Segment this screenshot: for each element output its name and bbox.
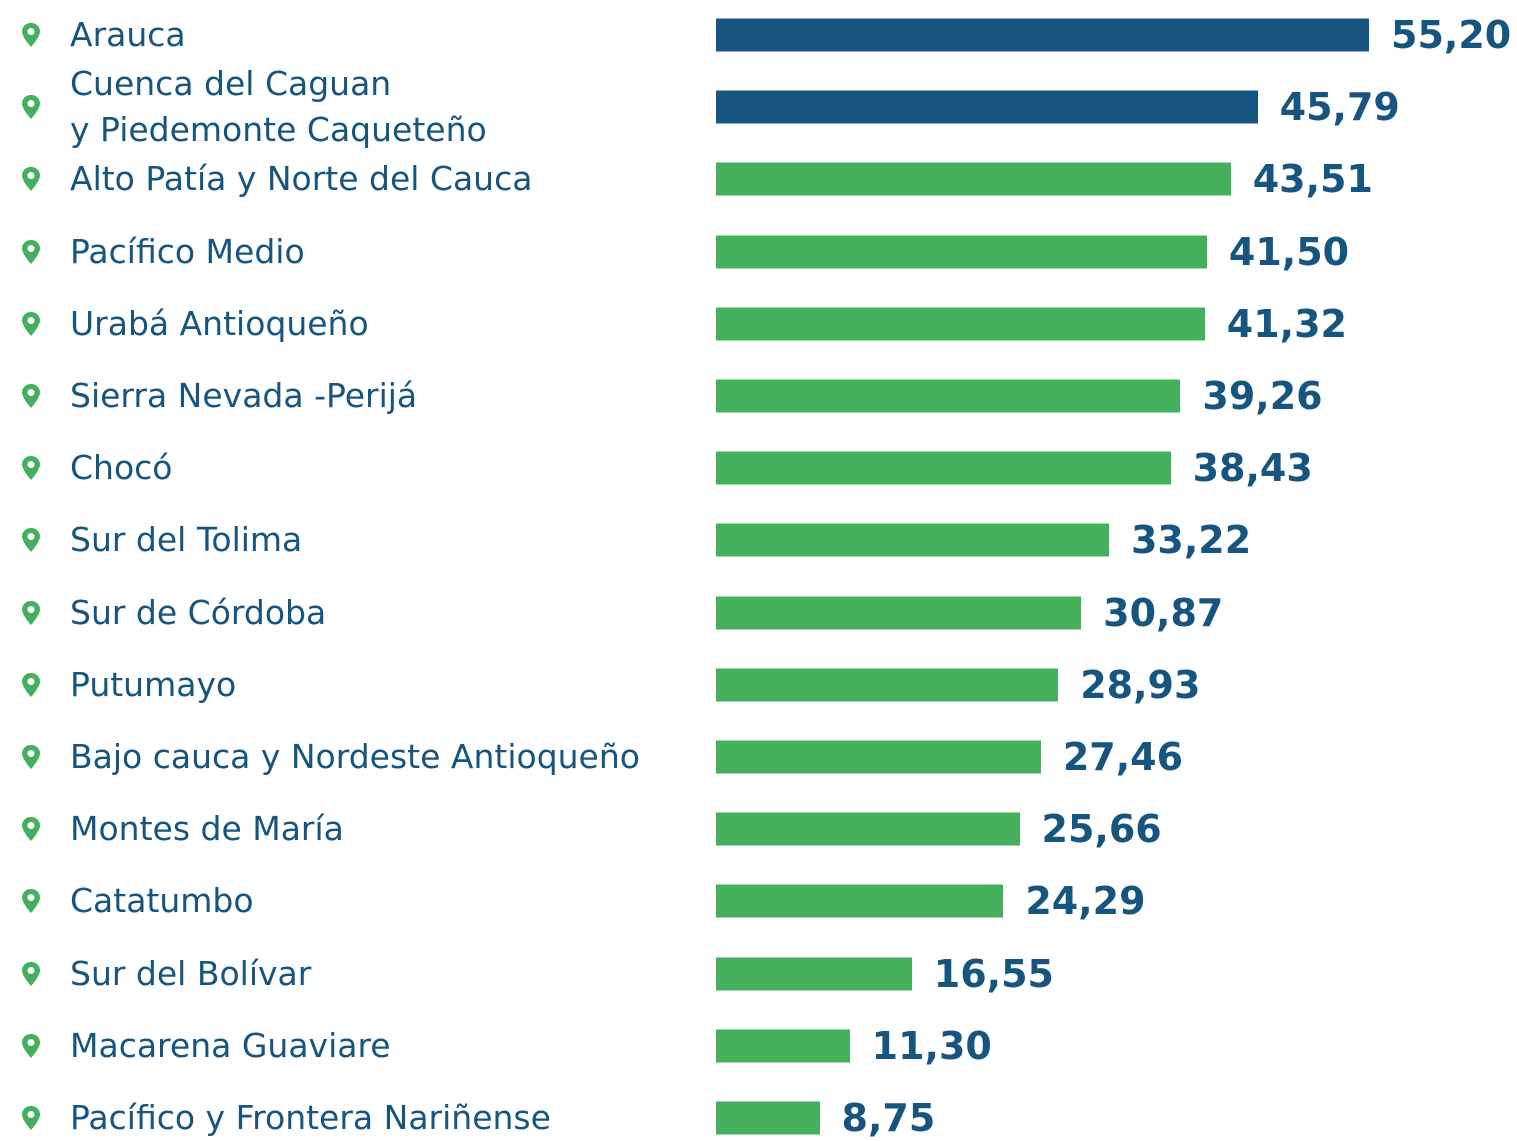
pin-icon <box>22 889 40 914</box>
pin-icon <box>22 384 40 408</box>
bar <box>716 596 1082 630</box>
category-label: Sur de Córdoba <box>70 592 327 632</box>
value-label: 41,32 <box>1226 301 1347 346</box>
bar <box>716 451 1171 485</box>
pin-icon <box>22 1106 40 1130</box>
bar <box>716 884 1004 918</box>
category-label: Chocó <box>70 448 173 488</box>
pin-icon <box>22 23 40 47</box>
pin-icon <box>22 961 40 986</box>
value-label: 43,51 <box>1252 157 1373 202</box>
category-label: Pacífico y Frontera Nariñense <box>70 1098 551 1137</box>
value-label: 41,50 <box>1228 229 1350 274</box>
bar <box>716 1101 820 1135</box>
category-label: Pacífico Medio <box>70 231 305 271</box>
category-label: Urabá Antioqueño <box>70 303 369 343</box>
pin-icon <box>22 672 40 697</box>
value-label: 38,43 <box>1192 446 1313 491</box>
value-label: 27,46 <box>1062 735 1184 779</box>
category-label: Sierra Nevada -Perijá <box>70 376 418 415</box>
category-label: Sur del Bolívar <box>70 953 312 993</box>
value-label: 45,79 <box>1279 85 1400 130</box>
bar <box>716 379 1181 413</box>
value-label: 30,87 <box>1103 590 1224 635</box>
value-label: 25,66 <box>1041 807 1162 852</box>
value-label: 24,29 <box>1025 879 1146 924</box>
pin-icon <box>22 817 40 842</box>
category-label: Sur del Tolima <box>70 520 303 560</box>
bar <box>716 957 912 991</box>
value-label: 33,22 <box>1130 518 1252 563</box>
category-label: Bajo cauca y Nordeste Antioqueño <box>70 737 640 776</box>
value-label: 11,30 <box>871 1023 992 1068</box>
bar <box>716 90 1258 124</box>
value-label: 28,93 <box>1080 662 1201 707</box>
category-label: Montes de María <box>70 809 344 849</box>
bar <box>716 307 1205 341</box>
pin-icon <box>22 311 40 336</box>
pin-icon <box>22 1033 40 1058</box>
category-label: Arauca <box>70 15 186 54</box>
pin-icon <box>22 528 40 553</box>
category-label: Macarena Guaviare <box>70 1025 391 1065</box>
bar <box>716 162 1231 196</box>
pin-icon <box>22 600 40 625</box>
category-label: Cuenca del Caguan y Piedemonte Caqueteño <box>70 64 487 150</box>
bar <box>716 18 1369 52</box>
bar <box>716 740 1041 774</box>
pin-icon <box>22 456 40 481</box>
value-label: 16,55 <box>933 951 1054 996</box>
bar <box>716 812 1020 846</box>
pin-icon <box>22 239 40 264</box>
bar <box>716 1029 850 1063</box>
category-label: Putumayo <box>70 664 237 704</box>
value-label: 55,20 <box>1391 13 1512 57</box>
category-label: Catatumbo <box>70 881 254 921</box>
bar <box>716 235 1207 269</box>
pin-icon <box>22 95 40 120</box>
pin-icon <box>22 745 40 769</box>
value-label: 39,26 <box>1202 374 1323 418</box>
value-label: 8,75 <box>841 1096 936 1140</box>
category-label: Alto Patía y Norte del Cauca <box>70 159 533 199</box>
pin-icon <box>22 167 40 192</box>
bar <box>716 523 1109 557</box>
bar <box>716 668 1059 702</box>
